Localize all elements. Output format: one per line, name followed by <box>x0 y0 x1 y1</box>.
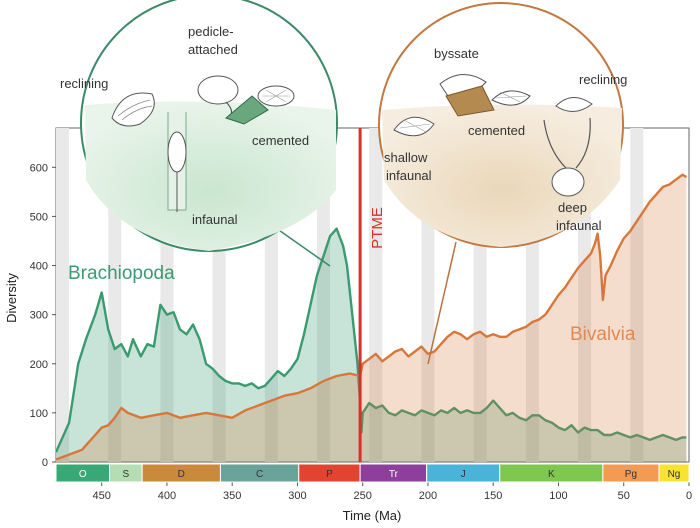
brachiopod-ecology-cemented: cemented <box>252 133 309 148</box>
x-tick-label: 250 <box>354 490 372 502</box>
bivalve-seafloor <box>382 104 622 247</box>
x-tick-label: 200 <box>419 490 437 502</box>
period-label: J <box>461 469 466 480</box>
brachiopod-ecology-attached: attached <box>188 42 238 57</box>
shallow-infaunal-bivalve-icon <box>393 116 435 137</box>
bivalvia-label: Bivalvia <box>570 324 636 345</box>
y-axis: 0 100 200 300 400 500 600 <box>30 162 56 469</box>
geologic-period-bar: O S D C P Tr J K Pg Ng <box>55 463 690 483</box>
cemented-brachiopod-icon <box>224 85 295 125</box>
reclining-bivalve-icon <box>555 97 593 112</box>
x-tick-label: 100 <box>549 490 567 502</box>
y-tick-label: 100 <box>30 408 48 420</box>
brachiopod-ecology-pedicle: pedicle- <box>188 24 234 39</box>
bivalve-ecology-cemented: cemented <box>468 123 525 138</box>
period-label: Pg <box>625 469 637 480</box>
bivalve-ecology-shallow-infaunal: infaunal <box>386 168 432 183</box>
bivalve-ecology-reclining: reclining <box>579 72 627 87</box>
deep-infaunal-bivalve-icon <box>543 117 591 197</box>
y-tick-label: 200 <box>30 359 48 371</box>
ptme-label: PTME <box>369 207 386 249</box>
y-tick-label: 500 <box>30 211 48 223</box>
period-label: O <box>79 469 87 480</box>
x-tick-label: 350 <box>223 490 241 502</box>
bivalvia-area <box>56 174 687 462</box>
period-label: Ng <box>668 469 681 480</box>
bivalve-ecology-shallow: shallow <box>384 150 428 165</box>
period-ng <box>658 463 690 483</box>
brachiopoda-line <box>56 227 687 453</box>
period-label: K <box>548 469 555 480</box>
y-tick-label: 0 <box>42 457 48 469</box>
period-label: D <box>178 469 185 480</box>
brachiopoda-area <box>56 228 687 462</box>
grid-stripe <box>56 128 70 462</box>
y-tick-label: 300 <box>30 310 48 322</box>
y-tick-label: 600 <box>30 162 48 174</box>
byssate-bivalve-icon <box>439 74 495 117</box>
grid-stripe <box>630 128 644 462</box>
bivalve-ecology-deep-infaunal: infaunal <box>556 218 602 233</box>
bivalvia-line <box>56 173 688 461</box>
x-tick-label: 50 <box>618 490 630 502</box>
x-tick-label: 450 <box>93 490 111 502</box>
brachiopod-ecology-reclining: reclining <box>60 76 108 91</box>
infaunal-brachiopod-icon <box>167 112 187 212</box>
series-areas <box>56 173 688 462</box>
y-axis-title: Diversity <box>4 273 19 323</box>
bivalve-ecology-deep: deep <box>558 200 587 215</box>
x-tick-label: 150 <box>484 490 502 502</box>
brachiopoda-label: Brachiopoda <box>68 263 175 284</box>
period-label: C <box>256 469 263 480</box>
x-tick-label: 0 <box>686 490 692 502</box>
x-axis-title: Time (Ma) <box>343 508 402 523</box>
reclining-brachiopod-icon <box>111 92 155 127</box>
bivalve-ecology-inset: byssate reclining cemented shallow infau… <box>378 2 627 365</box>
cemented-bivalve-icon <box>491 90 531 106</box>
x-tick-label: 400 <box>158 490 176 502</box>
x-axis: 450 400 350 300 250 200 150 100 50 0 <box>56 481 692 502</box>
brachiopod-seafloor <box>85 101 336 251</box>
period-label: Tr <box>389 469 399 480</box>
x-tick-label: 300 <box>288 490 306 502</box>
grid-stripe <box>369 128 383 462</box>
period-label: P <box>326 469 333 480</box>
y-tick-label: 400 <box>30 261 48 273</box>
brachiopod-ecology-inset: reclining pedicle- attached cemented inf… <box>60 0 338 267</box>
period-label: S <box>122 469 129 480</box>
bivalve-inset-connector <box>427 241 457 365</box>
bivalve-ecology-byssate: byssate <box>434 46 479 61</box>
brachiopod-ecology-infaunal: infaunal <box>192 212 238 227</box>
